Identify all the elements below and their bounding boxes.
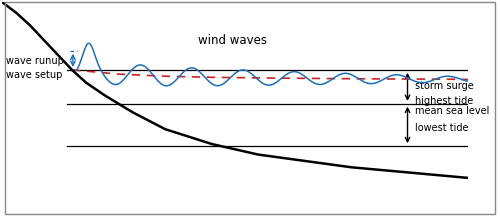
Text: wave setup: wave setup [6,70,62,80]
Text: highest tide: highest tide [414,96,473,106]
Text: mean sea level: mean sea level [414,106,489,116]
Text: wind waves: wind waves [198,34,267,47]
Text: storm surge: storm surge [414,81,474,91]
Text: wave runup: wave runup [6,56,64,66]
Text: lowest tide: lowest tide [414,123,468,133]
